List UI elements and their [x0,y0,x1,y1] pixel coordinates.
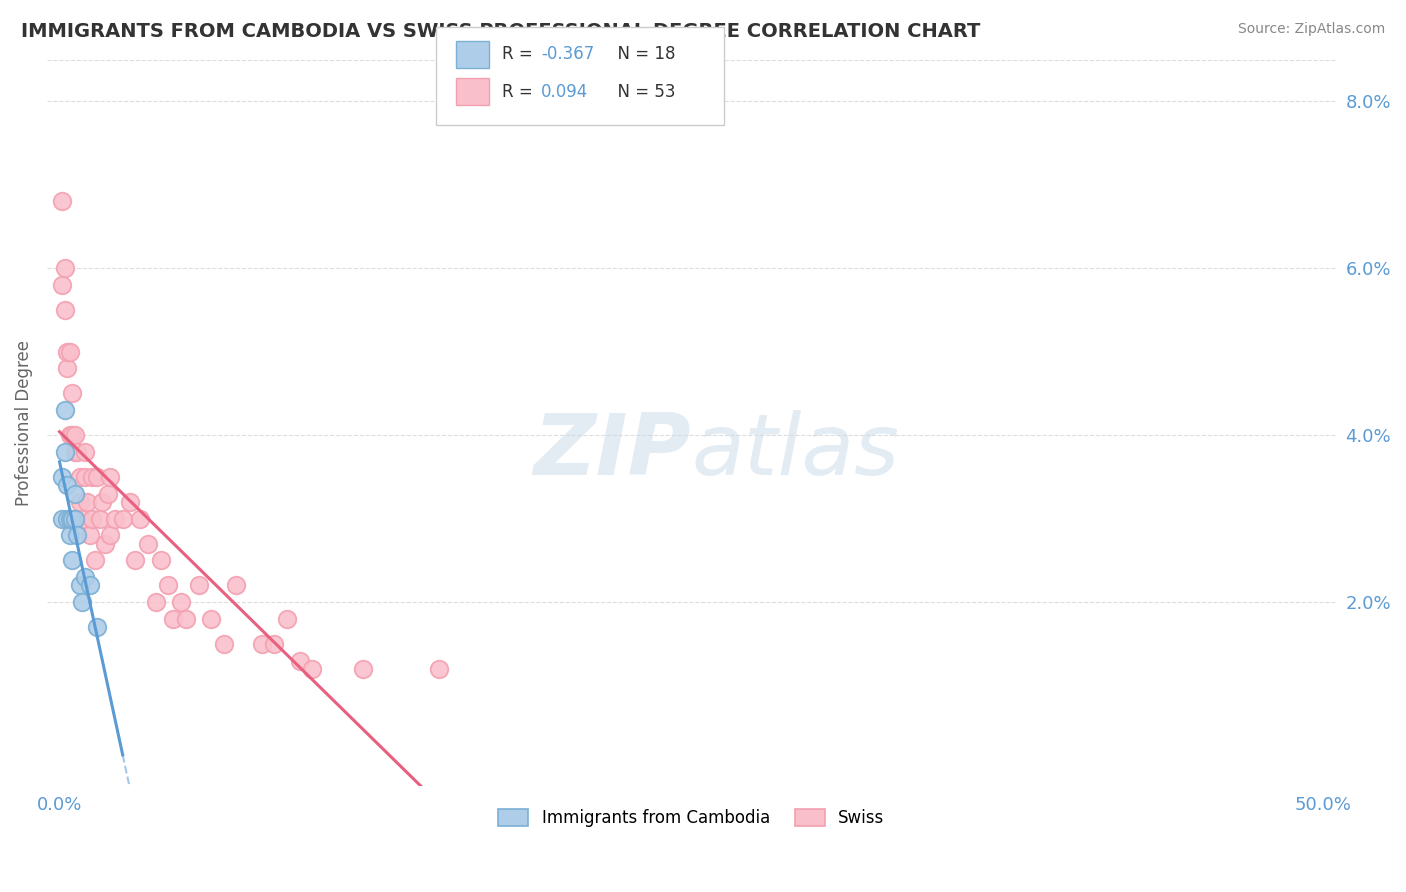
Point [427,662,450,676]
Point [129,511,152,525]
Point [63,445,86,459]
Text: ZIP: ZIP [534,410,692,493]
Point [66,445,89,459]
Point [288,654,311,668]
Point [51,194,73,209]
Text: R =: R = [502,83,538,101]
Point [86,620,108,634]
Point [225,578,247,592]
Text: Source: ZipAtlas.com: Source: ZipAtlas.com [1237,22,1385,37]
Point [187,578,209,592]
Point [56,511,79,525]
Point [59,511,82,525]
Text: atlas: atlas [692,410,900,493]
Point [60,553,83,567]
Point [63,486,86,500]
Point [91,495,114,509]
Point [79,528,101,542]
Point [60,386,83,401]
Point [73,445,96,459]
Point [60,511,83,525]
Point [111,511,134,525]
Point [56,344,79,359]
Point [69,578,91,592]
Point [73,570,96,584]
Point [98,470,121,484]
Point [76,495,98,509]
Point [63,511,86,525]
Text: IMMIGRANTS FROM CAMBODIA VS SWISS PROFESSIONAL DEGREE CORRELATION CHART: IMMIGRANTS FROM CAMBODIA VS SWISS PROFES… [21,22,980,41]
Point [51,277,73,292]
Point [157,578,180,592]
Point [301,662,323,676]
Point [51,470,73,484]
Point [149,553,172,567]
Point [69,470,91,484]
Point [94,537,117,551]
Point [276,612,298,626]
Point [89,511,111,525]
Point [53,261,76,276]
Y-axis label: Professional Degree: Professional Degree [15,340,32,506]
Text: N = 53: N = 53 [607,83,676,101]
Text: -0.367: -0.367 [541,45,595,63]
Point [60,428,83,442]
Point [59,344,82,359]
Point [212,637,235,651]
Point [104,511,127,525]
Point [72,511,94,525]
Point [82,511,104,525]
Point [51,511,73,525]
Text: N = 18: N = 18 [607,45,676,63]
Point [53,403,76,417]
Point [53,445,76,459]
Point [120,495,142,509]
Point [69,495,91,509]
Point [352,662,374,676]
Point [72,595,94,609]
Point [63,428,86,442]
Legend: Immigrants from Cambodia, Swiss: Immigrants from Cambodia, Swiss [489,801,893,836]
Point [66,528,89,542]
Point [56,478,79,492]
Point [83,553,105,567]
Point [124,553,146,567]
Point [56,361,79,376]
Point [98,528,121,542]
Point [162,612,184,626]
Point [59,428,82,442]
Point [200,612,222,626]
Point [250,637,273,651]
Point [79,578,101,592]
Point [59,528,82,542]
Point [145,595,167,609]
Point [53,303,76,318]
Point [170,595,193,609]
Text: 0.094: 0.094 [541,83,589,101]
Point [96,486,118,500]
Point [86,470,108,484]
Point [82,470,104,484]
Point [174,612,197,626]
Point [263,637,285,651]
Text: R =: R = [502,45,538,63]
Point [73,470,96,484]
Point [136,537,159,551]
